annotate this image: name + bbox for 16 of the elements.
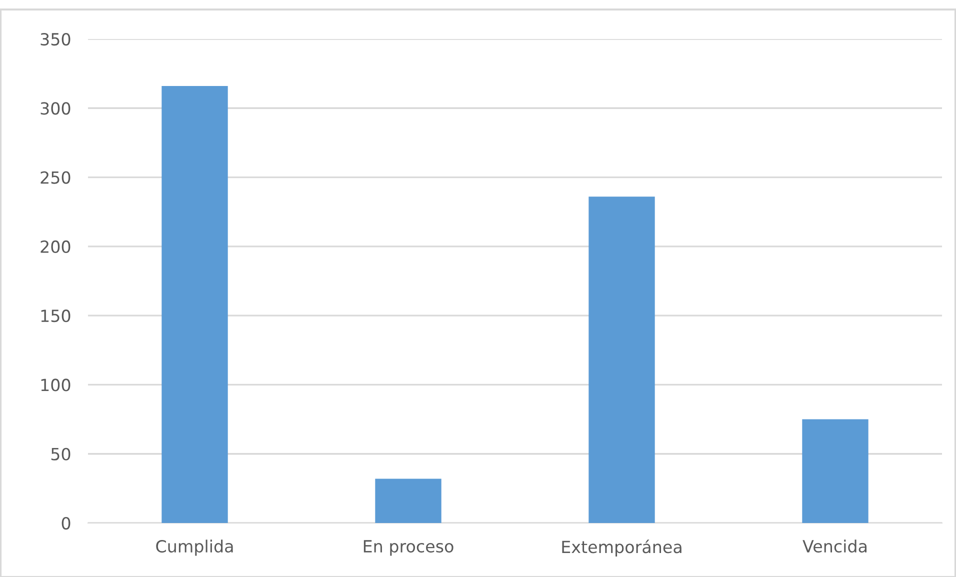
y-tick-label: 150 (41, 310, 70, 322)
x-tick-label: Cumplida (156, 540, 233, 556)
y-tick-label: 350 (40, 32, 70, 46)
bar (162, 86, 228, 523)
x-tick-label: Extemporánea (562, 540, 682, 556)
bar (375, 478, 442, 523)
x-tick-label: En proceso (364, 540, 454, 556)
y-tick-label: 300 (40, 102, 70, 115)
bar (802, 419, 868, 523)
y-tick-label: 250 (40, 171, 70, 184)
x-tick-label: Vencida (802, 540, 866, 553)
y-tick-label: 100 (41, 378, 70, 392)
bar (588, 196, 655, 523)
y-tick-label: 200 (40, 240, 70, 253)
y-tick-label: 50 (51, 448, 70, 460)
y-tick-label: 0 (62, 516, 70, 530)
